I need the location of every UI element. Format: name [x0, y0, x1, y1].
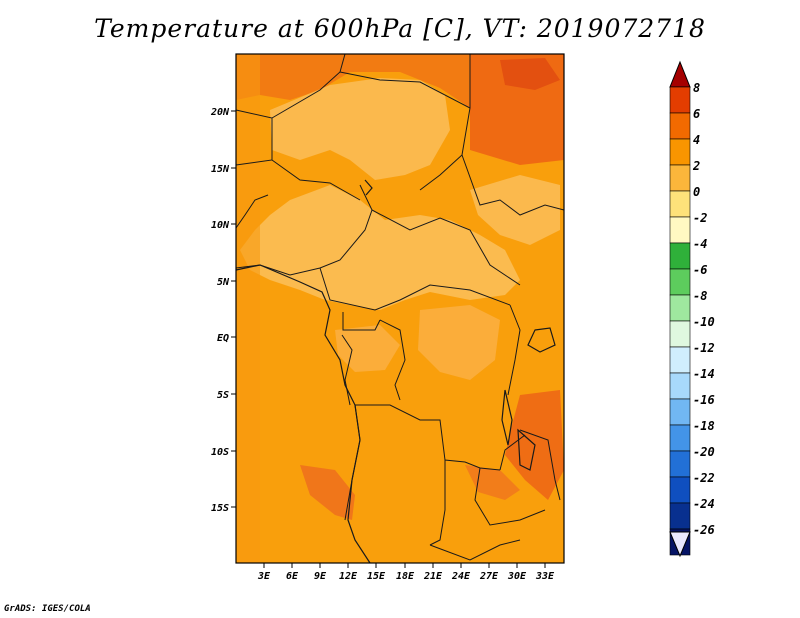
- cool-region-gabon: [335, 325, 400, 372]
- lon-label-24e: 24E: [451, 571, 471, 582]
- cool-region-sahel: [240, 185, 520, 310]
- colorbar-swatch: [669, 242, 691, 270]
- latitude-axis: 20N 15N 10N 5N EQ 5S 10S 15S: [210, 107, 236, 514]
- coastline: [235, 264, 371, 564]
- colorbar-swatch: [669, 502, 691, 530]
- lat-label-10n: 10N: [211, 220, 230, 231]
- colorbar-label-neg8: -8: [693, 289, 707, 303]
- colorbar-top-arrow: [669, 60, 691, 88]
- grads-credit: GrADS: IGES/COLA: [4, 604, 91, 614]
- colorbar-swatch: [669, 346, 691, 374]
- lon-label-27e: 27E: [479, 571, 499, 582]
- lon-label-33e: 33E: [535, 571, 555, 582]
- colorbar-label-neg4: -4: [693, 237, 707, 251]
- lon-label-9e: 9E: [314, 571, 327, 582]
- colorbar-label-neg6: -6: [693, 263, 707, 277]
- colorbar-label-8: 8: [693, 81, 700, 95]
- colorbar-swatch: [669, 450, 691, 478]
- colorbar-swatch: [669, 112, 691, 140]
- colorbar: 8 6 4 2 0 -2 -4 -6 -8 -10 -12 -14 -16 -1…: [669, 60, 715, 558]
- colorbar-label-neg2: -2: [693, 211, 707, 225]
- colorbar-swatch: [669, 294, 691, 322]
- colorbar-label-6: 6: [693, 107, 700, 121]
- colorbar-label-0: 0: [693, 185, 700, 199]
- lat-label-5n: 5N: [217, 277, 230, 288]
- colorbar-swatch: [669, 164, 691, 192]
- map-frame: [235, 53, 565, 564]
- colorbar-label-2: 2: [692, 159, 700, 173]
- lakes: [364, 179, 556, 471]
- lon-label-15e: 15E: [367, 571, 386, 582]
- cool-region-east: [470, 175, 560, 245]
- colorbar-label-neg10: -10: [693, 315, 715, 329]
- colorbar-label-4: 4: [693, 133, 700, 147]
- colorbar-swatch: [669, 190, 691, 218]
- colorbar-swatch: [669, 320, 691, 348]
- colorbar-swatch: [669, 268, 691, 296]
- cool-region-sahara: [270, 78, 450, 180]
- warm-region-angola-coast: [300, 465, 355, 520]
- colorbar-label-neg12: -12: [693, 341, 715, 355]
- cool-region-congo: [418, 305, 500, 380]
- warm-region-north: [236, 54, 470, 108]
- hot-region-northeast: [500, 58, 560, 90]
- lat-label-5s: 5S: [217, 390, 229, 401]
- colorbar-label-neg26: -26: [693, 523, 715, 537]
- longitude-axis: 3E 6E 9E 12E 15E 18E 21E 24E 27E 30E 33E: [257, 563, 555, 582]
- lon-label-12e: 12E: [339, 571, 358, 582]
- colorbar-label-neg22: -22: [693, 471, 715, 485]
- lat-label-20n: 20N: [210, 107, 230, 118]
- lat-label-15n: 15N: [211, 164, 230, 175]
- colorbar-swatch: [669, 476, 691, 504]
- colorbar-label-neg18: -18: [693, 419, 715, 433]
- temperature-map: [235, 53, 565, 564]
- colorbar-swatch: [669, 372, 691, 400]
- lon-label-21e: 21E: [423, 571, 443, 582]
- lon-label-18e: 18E: [396, 571, 415, 582]
- lon-label-3e: 3E: [257, 571, 271, 582]
- colorbar-bottom-arrow: [669, 531, 691, 558]
- colorbar-swatch: [669, 398, 691, 426]
- colorbar-swatch: [669, 424, 691, 452]
- lon-label-30e: 30E: [507, 571, 527, 582]
- lon-label-6e: 6E: [286, 571, 299, 582]
- lat-label-eq: EQ: [217, 333, 229, 344]
- lat-label-10s: 10S: [211, 447, 229, 458]
- colorbar-swatch: [669, 86, 691, 114]
- colorbar-swatch: [669, 138, 691, 166]
- colorbar-label-neg20: -20: [693, 445, 715, 459]
- colorbar-swatches: [669, 86, 691, 556]
- colorbar-label-neg24: -24: [693, 497, 715, 511]
- map-title: Temperature at 600hPa [C], VT: 201907271…: [94, 14, 706, 43]
- lat-label-15s: 15S: [211, 503, 229, 514]
- colorbar-label-neg14: -14: [693, 367, 715, 381]
- colorbar-swatch: [669, 216, 691, 244]
- colorbar-label-neg16: -16: [693, 393, 715, 407]
